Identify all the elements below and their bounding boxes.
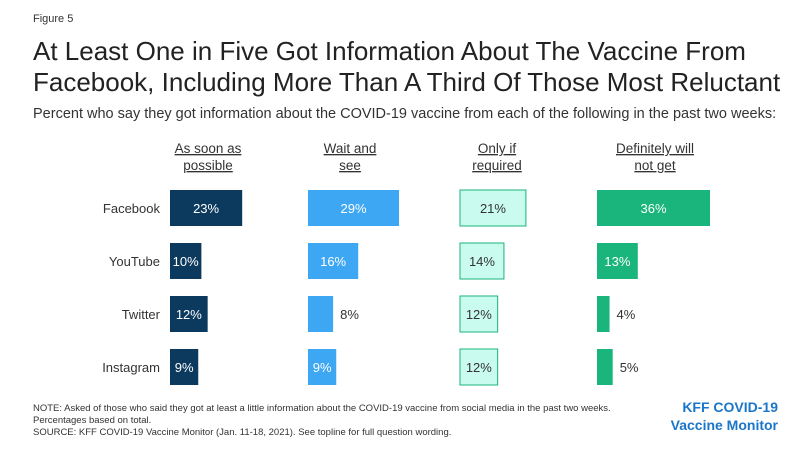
bar [170, 243, 202, 279]
data-label: 36% [640, 201, 666, 216]
figure-label: Figure 5 [33, 13, 74, 25]
bar [170, 296, 208, 332]
category-label: YouTube [109, 254, 160, 269]
bar [308, 190, 400, 226]
bar [459, 189, 527, 227]
bar [459, 348, 499, 386]
brand-line-2: Vaccine Monitor [670, 417, 778, 433]
series-header-1-line-2: possible [183, 158, 233, 173]
series-header-3-line-1: Only if [478, 141, 517, 156]
note-block: NOTE: Asked of those who said they got a… [33, 403, 633, 439]
series-header-4-line-1: Definitely will [616, 141, 694, 156]
data-label: 9% [175, 360, 194, 375]
bar-chart: As soon as possible Wait and see Only if requ… [102, 141, 710, 386]
source-line: SOURCE: KFF COVID-19 Vaccine Monitor (Ja… [33, 427, 452, 438]
bar [597, 243, 638, 279]
bar [170, 190, 243, 226]
bar [459, 295, 499, 333]
data-label: 8% [340, 307, 359, 322]
data-label: 23% [193, 201, 219, 216]
bar [308, 349, 337, 385]
bar [597, 349, 613, 385]
bar [308, 243, 359, 279]
data-label: 5% [620, 360, 639, 375]
data-label: 21% [480, 201, 506, 216]
data-label: 14% [469, 254, 495, 269]
series-header-1-line-1: As soon as [175, 141, 242, 156]
bar [597, 296, 610, 332]
series-header-4-line-2: not get [634, 158, 676, 173]
category-label: Facebook [103, 201, 161, 216]
bar [597, 190, 710, 226]
data-label: 12% [176, 307, 202, 322]
series-header-2-line-1: Wait and [324, 141, 377, 156]
chart-title: At Least One in Five Got Information Abo… [33, 36, 781, 97]
note-line: Percentages based on total. [33, 415, 152, 426]
data-label: 4% [617, 307, 636, 322]
data-label: 9% [313, 360, 332, 375]
data-label: 12% [466, 307, 492, 322]
category-label: Instagram [102, 360, 160, 375]
data-label: 29% [340, 201, 366, 216]
bar [170, 349, 199, 385]
data-label: 16% [320, 254, 346, 269]
bar [459, 242, 505, 280]
bar [308, 296, 334, 332]
chart-subtitle: Percent who say they got information abo… [33, 106, 777, 122]
data-label: 10% [173, 254, 199, 269]
series-header-2-line-2: see [339, 158, 361, 173]
kff-logo: KFF COVID-19 Vaccine Monitor [671, 398, 778, 434]
data-label: 13% [604, 254, 630, 269]
note-line: NOTE: Asked of those who said they got a… [33, 403, 611, 414]
data-label: 12% [466, 360, 492, 375]
category-label: Twitter [122, 307, 161, 322]
brand-line-1: KFF COVID-19 [682, 399, 778, 415]
series-header-3-line-2: required [472, 158, 522, 173]
